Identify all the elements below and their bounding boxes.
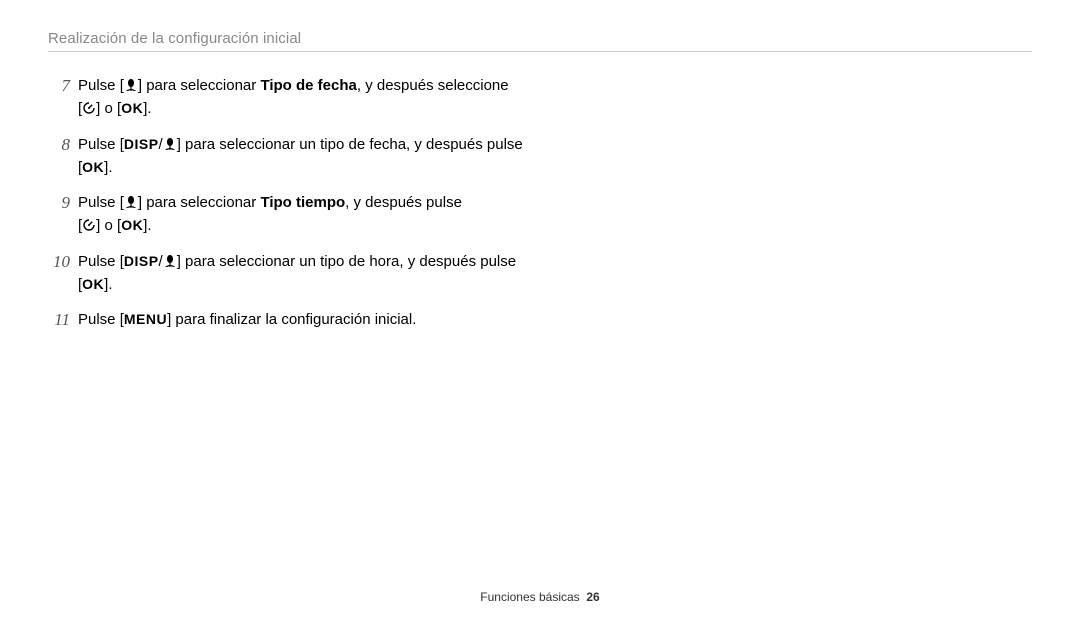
section-title: Realización de la configuración inicial bbox=[48, 30, 1032, 47]
macro-icon bbox=[163, 137, 177, 151]
step-text: Pulse [MENU] para finalizar la configura… bbox=[78, 308, 668, 331]
ok-label: OK bbox=[82, 159, 104, 175]
section-divider bbox=[48, 51, 1032, 52]
step-number: 11 bbox=[48, 307, 78, 333]
step-text: Pulse [DISP/] para seleccionar un tipo d… bbox=[78, 250, 668, 297]
macro-icon bbox=[124, 195, 138, 209]
disp-label: DISP bbox=[124, 253, 159, 269]
step-number: 7 bbox=[48, 73, 78, 99]
step-row: 10Pulse [DISP/] para seleccionar un tipo… bbox=[48, 250, 668, 297]
step-row: 11Pulse [MENU] para finalizar la configu… bbox=[48, 308, 668, 334]
macro-icon bbox=[163, 254, 177, 268]
disp-label: DISP bbox=[124, 136, 159, 152]
macro-icon bbox=[124, 78, 138, 92]
step-row: 7Pulse [] para seleccionar Tipo de fecha… bbox=[48, 74, 668, 121]
timer-icon bbox=[82, 218, 96, 232]
step-number: 8 bbox=[48, 132, 78, 158]
ok-label: OK bbox=[121, 100, 143, 116]
step-number: 9 bbox=[48, 190, 78, 216]
footer-page: 26 bbox=[586, 590, 599, 604]
menu-label: MENU bbox=[124, 311, 167, 327]
ok-label: OK bbox=[121, 217, 143, 233]
timer-icon bbox=[82, 101, 96, 115]
bold-term: Tipo de fecha bbox=[260, 77, 356, 94]
page-footer: Funciones básicas 26 bbox=[0, 590, 1080, 604]
footer-label: Funciones básicas bbox=[480, 590, 579, 604]
steps-list: 7Pulse [] para seleccionar Tipo de fecha… bbox=[48, 74, 668, 334]
step-text: Pulse [] para seleccionar Tipo de fecha,… bbox=[78, 74, 668, 121]
step-number: 10 bbox=[48, 249, 78, 275]
step-row: 8Pulse [DISP/] para seleccionar un tipo … bbox=[48, 133, 668, 180]
bold-term: Tipo tiempo bbox=[260, 194, 345, 211]
ok-label: OK bbox=[82, 276, 104, 292]
step-row: 9Pulse [] para seleccionar Tipo tiempo, … bbox=[48, 191, 668, 238]
step-text: Pulse [] para seleccionar Tipo tiempo, y… bbox=[78, 191, 668, 238]
step-text: Pulse [DISP/] para seleccionar un tipo d… bbox=[78, 133, 668, 180]
